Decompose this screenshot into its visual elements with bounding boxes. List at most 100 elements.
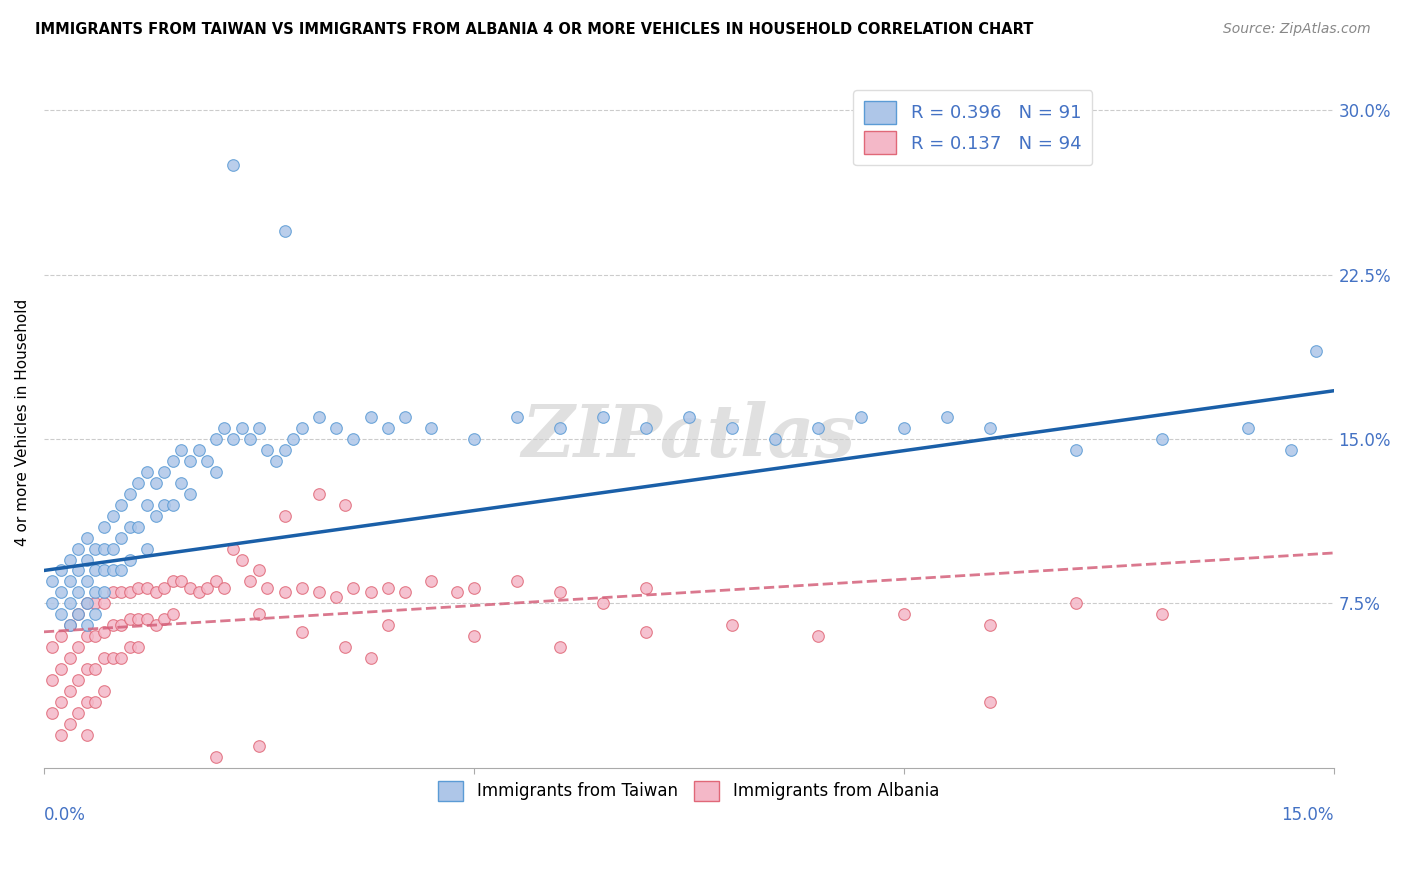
Point — [110, 651, 132, 665]
Point — [49, 695, 72, 709]
Point — [463, 581, 485, 595]
Point — [592, 410, 614, 425]
Point — [76, 596, 98, 610]
Point — [93, 585, 115, 599]
Point — [256, 581, 278, 595]
Point — [179, 454, 201, 468]
Point — [720, 618, 742, 632]
Point — [205, 574, 228, 589]
Point — [419, 421, 441, 435]
Point — [256, 442, 278, 457]
Point — [49, 728, 72, 742]
Text: Source: ZipAtlas.com: Source: ZipAtlas.com — [1223, 22, 1371, 37]
Point — [145, 618, 167, 632]
Point — [127, 612, 149, 626]
Point — [136, 581, 159, 595]
Point — [93, 684, 115, 698]
Point — [678, 410, 700, 425]
Text: ZIPatlas: ZIPatlas — [522, 401, 856, 472]
Point — [214, 581, 236, 595]
Point — [273, 585, 295, 599]
Point — [76, 695, 98, 709]
Point — [76, 574, 98, 589]
Point — [849, 410, 872, 425]
Point — [84, 596, 107, 610]
Point — [49, 607, 72, 622]
Point — [101, 541, 124, 556]
Point — [118, 640, 141, 655]
Point — [101, 651, 124, 665]
Point — [67, 640, 90, 655]
Point — [170, 442, 193, 457]
Point — [41, 574, 63, 589]
Point — [153, 498, 176, 512]
Point — [377, 421, 399, 435]
Point — [1279, 442, 1302, 457]
Point — [84, 629, 107, 643]
Point — [76, 728, 98, 742]
Point — [76, 531, 98, 545]
Point — [67, 585, 90, 599]
Point — [170, 475, 193, 490]
Point — [49, 662, 72, 676]
Point — [592, 596, 614, 610]
Point — [634, 581, 657, 595]
Point — [145, 475, 167, 490]
Point — [239, 432, 262, 446]
Point — [548, 585, 571, 599]
Point — [763, 432, 786, 446]
Point — [1064, 596, 1087, 610]
Point — [222, 541, 245, 556]
Point — [394, 585, 416, 599]
Point — [127, 519, 149, 533]
Point — [59, 596, 82, 610]
Point — [136, 465, 159, 479]
Point — [76, 552, 98, 566]
Point — [59, 651, 82, 665]
Point — [41, 706, 63, 720]
Point — [548, 640, 571, 655]
Point — [291, 624, 314, 639]
Point — [118, 585, 141, 599]
Point — [893, 607, 915, 622]
Point — [247, 739, 270, 753]
Point — [162, 454, 184, 468]
Point — [84, 695, 107, 709]
Point — [110, 498, 132, 512]
Point — [84, 564, 107, 578]
Point — [506, 574, 529, 589]
Point — [67, 607, 90, 622]
Point — [127, 640, 149, 655]
Point — [333, 640, 356, 655]
Point — [162, 607, 184, 622]
Point — [247, 564, 270, 578]
Point — [979, 695, 1001, 709]
Point — [118, 519, 141, 533]
Point — [360, 410, 382, 425]
Point — [101, 585, 124, 599]
Point — [84, 541, 107, 556]
Point — [162, 498, 184, 512]
Point — [807, 421, 830, 435]
Point — [179, 487, 201, 501]
Point — [93, 519, 115, 533]
Point — [634, 421, 657, 435]
Point — [41, 673, 63, 687]
Point — [170, 574, 193, 589]
Point — [153, 612, 176, 626]
Point — [127, 581, 149, 595]
Point — [76, 596, 98, 610]
Point — [222, 432, 245, 446]
Point — [110, 618, 132, 632]
Point — [273, 224, 295, 238]
Point — [205, 465, 228, 479]
Point — [333, 498, 356, 512]
Point — [59, 717, 82, 731]
Point — [463, 629, 485, 643]
Point — [214, 421, 236, 435]
Point — [205, 432, 228, 446]
Point — [342, 581, 364, 595]
Point — [67, 706, 90, 720]
Point — [1236, 421, 1258, 435]
Point — [101, 508, 124, 523]
